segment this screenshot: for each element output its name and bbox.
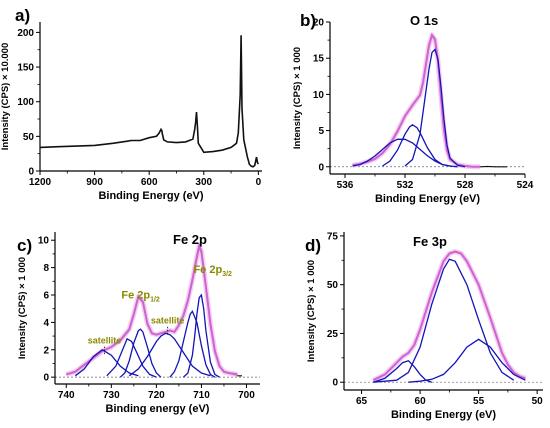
component-peak-5 xyxy=(128,332,211,377)
panel-a: 1200 900 600 300 0 0 50 100 150 200 Binding Energy… xyxy=(0,6,262,202)
y-tick-label: 8 xyxy=(43,263,49,274)
y-tick-label: 6 xyxy=(43,290,49,301)
y-axis-title: Intensity (CPS) × 1 000 xyxy=(17,257,28,359)
y-tick-label: 0 xyxy=(332,378,338,389)
y-tick-label: 20 xyxy=(313,18,325,29)
component-peak-7 xyxy=(182,293,220,378)
y-tick-label: 100 xyxy=(17,97,34,108)
y-tick-label: 10 xyxy=(313,90,325,101)
panel-label: a) xyxy=(15,6,30,25)
survey-spectrum xyxy=(39,35,260,168)
component-peak-2 xyxy=(373,359,433,383)
y-tick-label: 150 xyxy=(17,63,34,74)
panel-title: Fe 3p xyxy=(413,234,447,249)
y-axis-title: Intensity (CPS) × 1 000 xyxy=(292,47,303,149)
x-tick-label: 528 xyxy=(457,180,474,191)
x-tick-label: 55 xyxy=(473,396,485,407)
x-tick-label: 720 xyxy=(148,390,165,401)
component-peak-6 xyxy=(169,310,216,378)
component-peak-3 xyxy=(382,124,451,167)
y-axis-title: Intensity (CPS) × 1 000 xyxy=(306,260,317,362)
x-tick-label: 60 xyxy=(415,396,427,407)
component-peak-4 xyxy=(404,48,466,168)
component-peak-3 xyxy=(373,258,515,383)
x-tick-label: 536 xyxy=(337,180,354,191)
panel-d: 65 60 55 50 0 25 50 75 Binding Energy (eV) Intens… xyxy=(305,231,543,421)
y-tick-label: 5 xyxy=(318,126,324,137)
envelope-line xyxy=(372,250,526,382)
peak-annotation: Fe 2p1/2 xyxy=(121,289,160,303)
x-tick-label: 0 xyxy=(256,177,262,188)
x-tick-label: 710 xyxy=(193,390,210,401)
y-tick-label: 50 xyxy=(23,132,35,143)
y-tick-label: 50 xyxy=(327,280,339,291)
panel-b: 536 532 528 524 0 5 10 15 20 Binding Energy (eV) I… xyxy=(292,11,534,205)
x-axis-title: Binding Energy (eV) xyxy=(98,190,203,202)
component-peak-2 xyxy=(74,349,139,377)
x-axis-title: Binding Energy (eV) xyxy=(375,193,480,205)
component-peak-3 xyxy=(106,337,157,378)
panel-title: O 1s xyxy=(410,13,438,28)
panel-label: c) xyxy=(17,236,32,255)
x-tick-label: 600 xyxy=(141,177,158,188)
component-peak-4 xyxy=(119,328,162,378)
x-tick-label: 1200 xyxy=(29,177,52,188)
x-tick-label: 300 xyxy=(195,177,212,188)
y-tick-label: 25 xyxy=(327,329,339,340)
envelope-halo xyxy=(372,249,527,383)
y-tick-label: 2 xyxy=(43,345,49,356)
x-axis-title: Binding Energy (eV) xyxy=(391,409,496,421)
envelope-line xyxy=(66,242,238,376)
x-tick-label: 532 xyxy=(397,180,414,191)
y-tick-label: 0 xyxy=(43,373,49,384)
panel-label: d) xyxy=(305,236,321,255)
x-tick-label: 50 xyxy=(532,396,544,407)
satellite-annotation: satellite xyxy=(88,336,122,346)
x-tick-label: 740 xyxy=(58,390,75,401)
y-axis-title: Intensity (CPS) × 10.000 xyxy=(0,43,11,150)
x-tick-label: 65 xyxy=(356,396,368,407)
x-tick-label: 524 xyxy=(517,180,534,191)
peak-annotation: Fe 2p3/2 xyxy=(193,264,232,278)
y-tick-label: 75 xyxy=(327,231,339,242)
satellite-annotation: satellite xyxy=(151,316,185,326)
panel-label: b) xyxy=(300,11,316,30)
component-peak-4 xyxy=(408,338,526,383)
y-tick-label: 4 xyxy=(43,318,49,329)
y-tick-label: 200 xyxy=(17,28,34,39)
panel-title: Fe 2p xyxy=(173,232,207,247)
panel-c: 740 730 720 710 700 0 2 4 6 8 10 Binding energy (eV… xyxy=(17,232,260,415)
y-tick-label: 0 xyxy=(318,162,324,173)
y-tick-label: 0 xyxy=(28,167,34,178)
y-tick-label: 10 xyxy=(38,236,50,247)
envelope-line xyxy=(352,32,480,168)
x-tick-label: 730 xyxy=(103,390,120,401)
x-tick-label: 700 xyxy=(238,390,255,401)
x-axis-title: Binding energy (eV) xyxy=(106,403,210,415)
x-tick-label: 900 xyxy=(86,177,103,188)
y-tick-label: 15 xyxy=(313,54,325,65)
